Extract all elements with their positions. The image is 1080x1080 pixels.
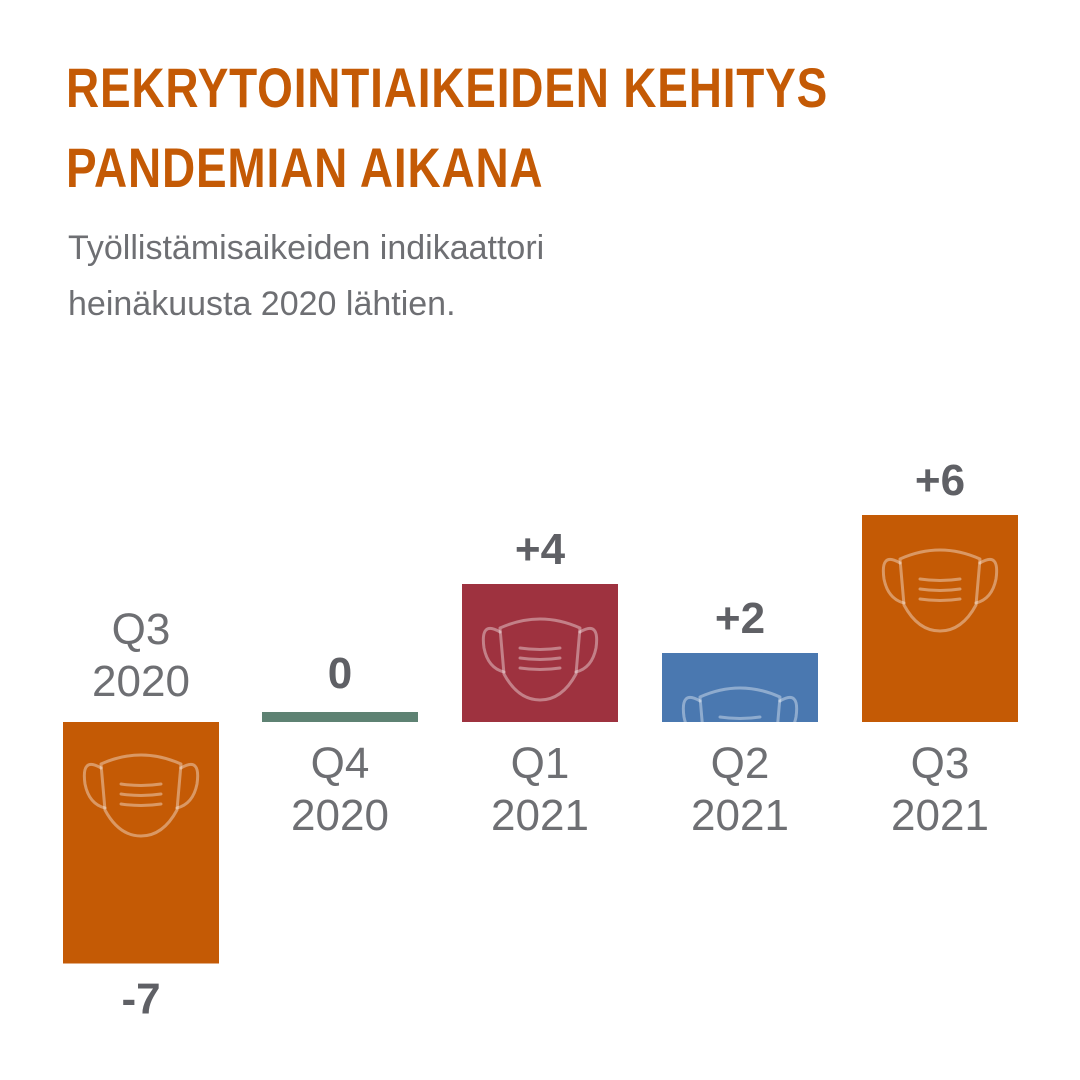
chart-title-line-1: REKRYTOINTIAIKEIDEN KEHITYS	[66, 56, 829, 119]
tick-label: Q1	[511, 739, 570, 788]
tick-label: 2020	[92, 657, 190, 706]
face-mask-icon	[681, 686, 799, 722]
value-label: -7	[121, 975, 160, 1024]
tick-label: 2020	[291, 791, 389, 840]
tick-label: Q4	[311, 739, 370, 788]
value-label: +2	[715, 594, 765, 643]
bar	[63, 722, 219, 964]
face-mask-icon	[481, 617, 599, 702]
value-label: +4	[515, 525, 566, 574]
chart-subtitle: Työllistämisaikeiden indikaattori heinäk…	[68, 220, 544, 332]
bar	[462, 584, 618, 722]
bar	[662, 653, 818, 722]
tick-label: 2021	[891, 791, 989, 840]
chart-title-line-2: PANDEMIAN AIKANA	[66, 136, 544, 199]
chart-subtitle-line-1: Työllistämisaikeiden indikaattori	[68, 229, 545, 267]
tick-label: Q3	[911, 739, 970, 788]
tick-label: 2021	[491, 791, 589, 840]
bar	[262, 712, 418, 722]
tick-label: Q3	[112, 605, 171, 654]
tick-label: Q2	[711, 739, 770, 788]
chart-subtitle-line-2: heinäkuusta 2020 lähtien.	[68, 285, 456, 323]
face-mask-icon	[82, 753, 200, 838]
value-label: +6	[915, 456, 965, 505]
value-label: 0	[328, 649, 352, 698]
chart-title: REKRYTOINTIAIKEIDEN KEHITYS PANDEMIAN AI…	[66, 48, 828, 208]
tick-label: 2021	[691, 791, 789, 840]
bar	[862, 515, 1018, 722]
face-mask-icon	[881, 548, 999, 633]
